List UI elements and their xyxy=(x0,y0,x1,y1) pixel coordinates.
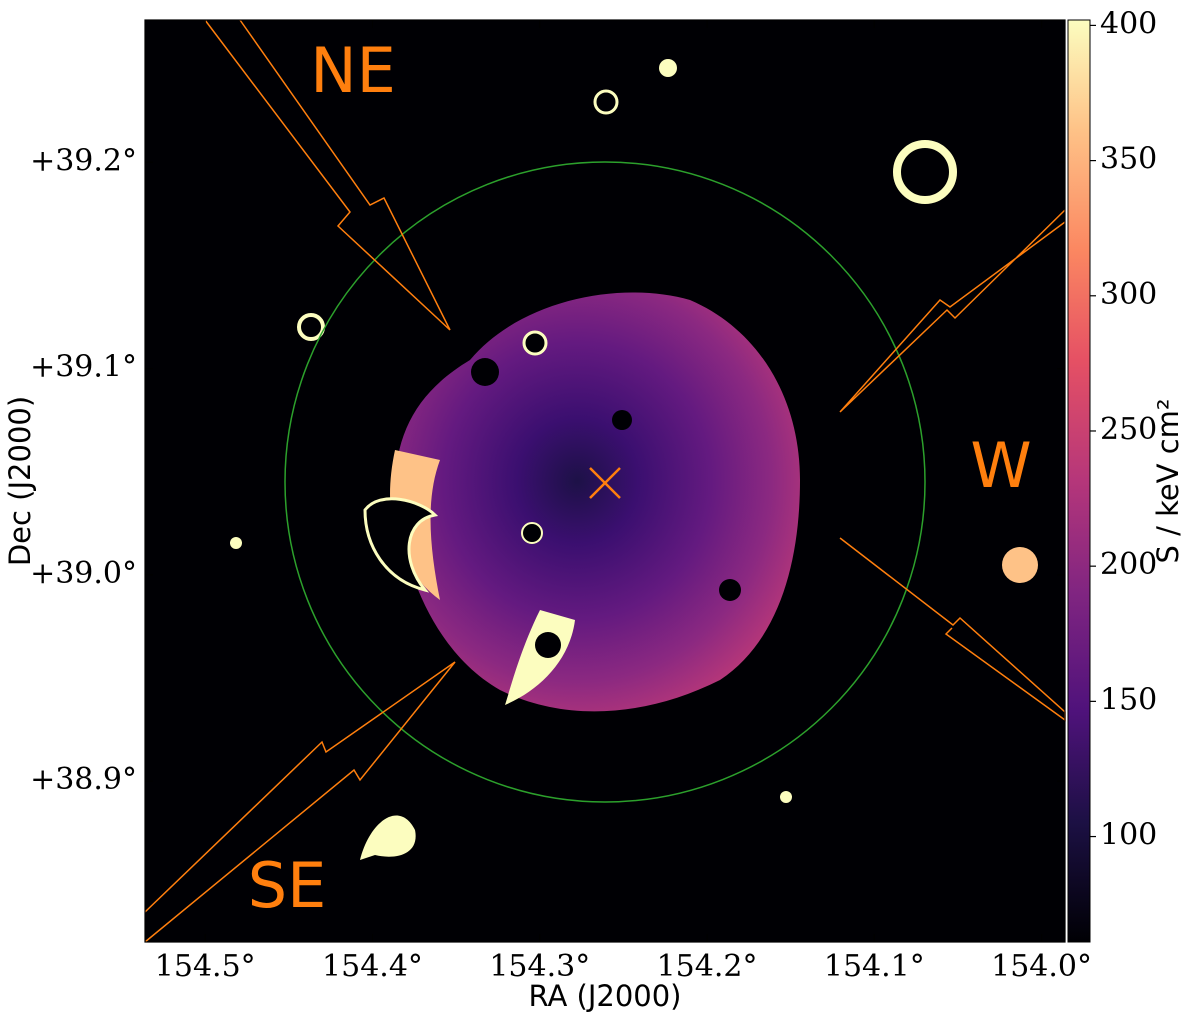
x-tick-label: 154.4° xyxy=(322,949,423,984)
colorbar-tick-label: 150 xyxy=(1100,682,1157,717)
colorbar-tick-label: 300 xyxy=(1100,277,1157,312)
x-tick-label: 154.2° xyxy=(657,949,758,984)
x-tick-label: 154.1° xyxy=(824,949,925,984)
x-tick-label: 154.5° xyxy=(155,949,256,984)
x-tick-label: 154.3° xyxy=(489,949,590,984)
colorbar-label: S / keV cm² xyxy=(1151,398,1185,563)
colorbar-tick-label: 400 xyxy=(1100,6,1157,41)
colorbar-tick-label: 350 xyxy=(1100,142,1157,177)
colorbar-tick-label: 200 xyxy=(1100,547,1157,582)
axes: 154.5° 154.4° 154.3° 154.2° 154.1° 154.0° +38.… xyxy=(30,6,1157,984)
y-tick-label: +38.9° xyxy=(30,762,137,797)
plot-frame xyxy=(144,19,1066,943)
image xyxy=(144,19,1066,943)
y-tick-label: +39.1° xyxy=(30,350,137,385)
annotation: SE xyxy=(248,849,327,922)
x-tick-label: 154.0° xyxy=(991,949,1092,984)
x-axis-label: RA (J2000) xyxy=(528,979,681,1013)
y-tick-label: +39.2° xyxy=(30,143,137,178)
y-axis-label: Dec (J2000) xyxy=(3,396,37,566)
y-tick-label: +39.0° xyxy=(30,556,137,591)
annotation: NE xyxy=(310,34,396,107)
colorbar xyxy=(1067,19,1091,943)
colorbar-tick-label: 250 xyxy=(1100,412,1157,447)
colorbar-tick-label: 100 xyxy=(1100,818,1157,853)
annotation: W xyxy=(970,429,1031,502)
